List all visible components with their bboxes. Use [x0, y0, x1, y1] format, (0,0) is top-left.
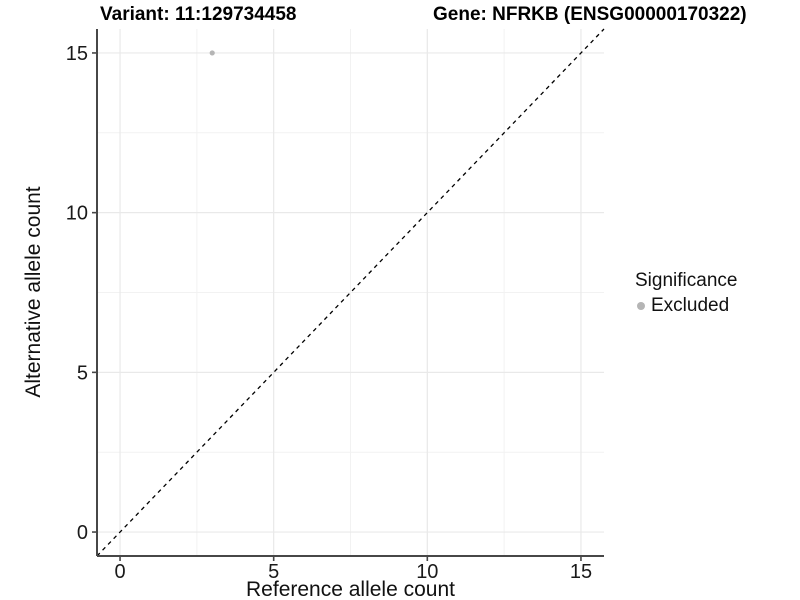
- data-point: [209, 50, 215, 56]
- x-axis-title: Reference allele count: [246, 578, 455, 600]
- legend-item-excluded: Excluded: [635, 295, 737, 317]
- legend: Significance Excluded: [635, 270, 737, 317]
- y-tick-label: 10: [66, 203, 88, 225]
- y-tick-label: 5: [77, 362, 88, 384]
- y-tick-label: 0: [77, 522, 88, 544]
- legend-item-label: Excluded: [651, 295, 730, 316]
- gene-title: Gene: NFRKB (ENSG00000170322): [433, 4, 747, 25]
- identity-dashed-line: [96, 28, 605, 557]
- variant-title: Variant: 11:129734458: [100, 4, 297, 25]
- x-tick-label: 5: [268, 561, 279, 583]
- x-tick-label: 0: [114, 561, 125, 583]
- x-tick-label: 15: [570, 561, 592, 583]
- x-tick-label: 10: [416, 561, 438, 583]
- y-tick-label: 15: [66, 43, 88, 65]
- y-axis-title: Alternative allele count: [22, 186, 45, 398]
- legend-key-point-icon: [637, 302, 645, 310]
- legend-title: Significance: [635, 270, 738, 291]
